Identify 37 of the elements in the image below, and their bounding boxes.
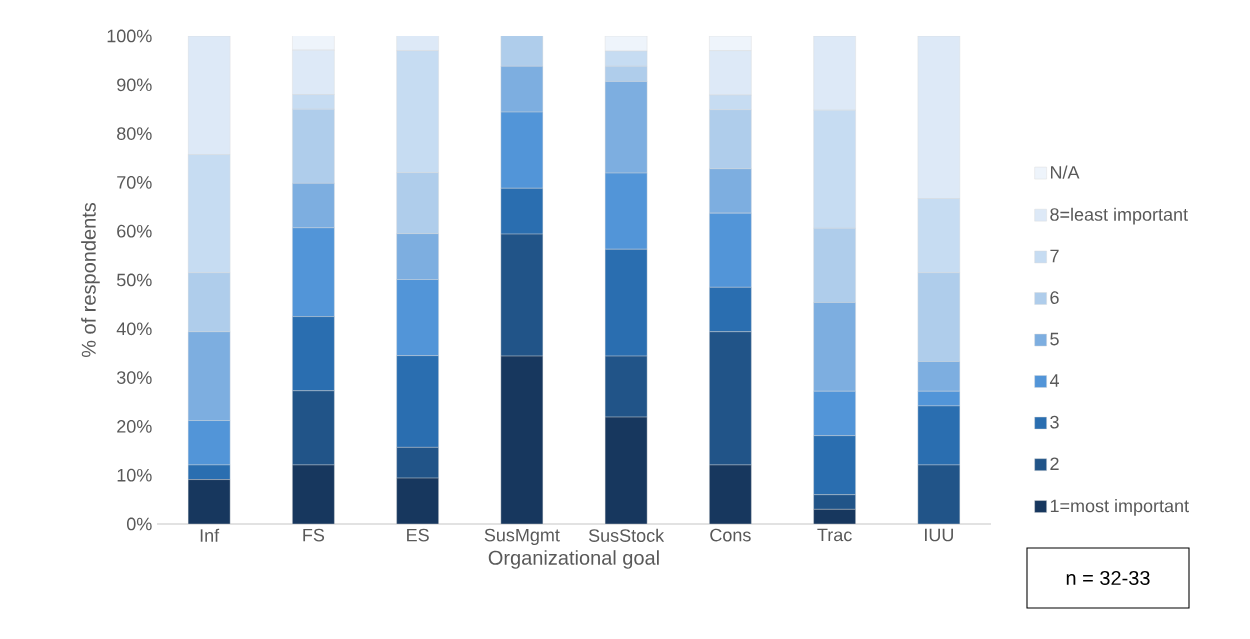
legend-label: 8=least important	[1050, 207, 1188, 225]
bar	[500, 355, 544, 524]
bar	[292, 464, 335, 524]
x-axis-title: Organizational goal	[488, 550, 659, 569]
legend-label: 2	[1050, 457, 1059, 470]
y-tick-label: 60%	[117, 224, 152, 238]
y-tick-label: 30%	[116, 371, 152, 384]
y-tick-label: 80%	[117, 127, 152, 140]
y-tick-label: 40%	[116, 322, 152, 336]
x-tick-label: Inf	[200, 528, 220, 542]
y-tick-label: 100%	[107, 29, 152, 43]
bar	[187, 479, 231, 524]
x-tick-label: Trac	[817, 528, 852, 542]
legend-label: 4	[1049, 374, 1059, 387]
x-tick-label: Cons	[710, 528, 751, 542]
legend-label: 5	[1050, 332, 1059, 346]
legend-label: 3	[1050, 415, 1059, 429]
legend-label: N/A	[1051, 165, 1080, 179]
x-tick-label: SusMgmt	[484, 528, 560, 546]
x-tick-label: SusStock	[588, 528, 665, 542]
y-tick-label: 70%	[117, 176, 152, 189]
x-tick-label: ES	[407, 528, 429, 542]
y-tick-label: 20%	[117, 420, 152, 433]
y-axis-title: % of respondents	[81, 202, 100, 358]
bar	[396, 477, 439, 524]
x-tick-label: IUU	[925, 528, 953, 542]
legend-label: 1=most important	[1050, 499, 1189, 516]
legend-label: 6	[1050, 291, 1059, 304]
text: n = 32-33	[1066, 570, 1150, 586]
y-tick-label: 0%	[127, 517, 152, 531]
x-tick-label: FS	[303, 528, 325, 542]
y-tick-label: 10%	[117, 468, 152, 482]
legend-label: 7	[1050, 249, 1059, 263]
y-tick-label: 50%	[116, 273, 152, 287]
bar	[604, 416, 648, 524]
y-tick-label: 90%	[117, 78, 152, 92]
bar	[709, 464, 752, 524]
